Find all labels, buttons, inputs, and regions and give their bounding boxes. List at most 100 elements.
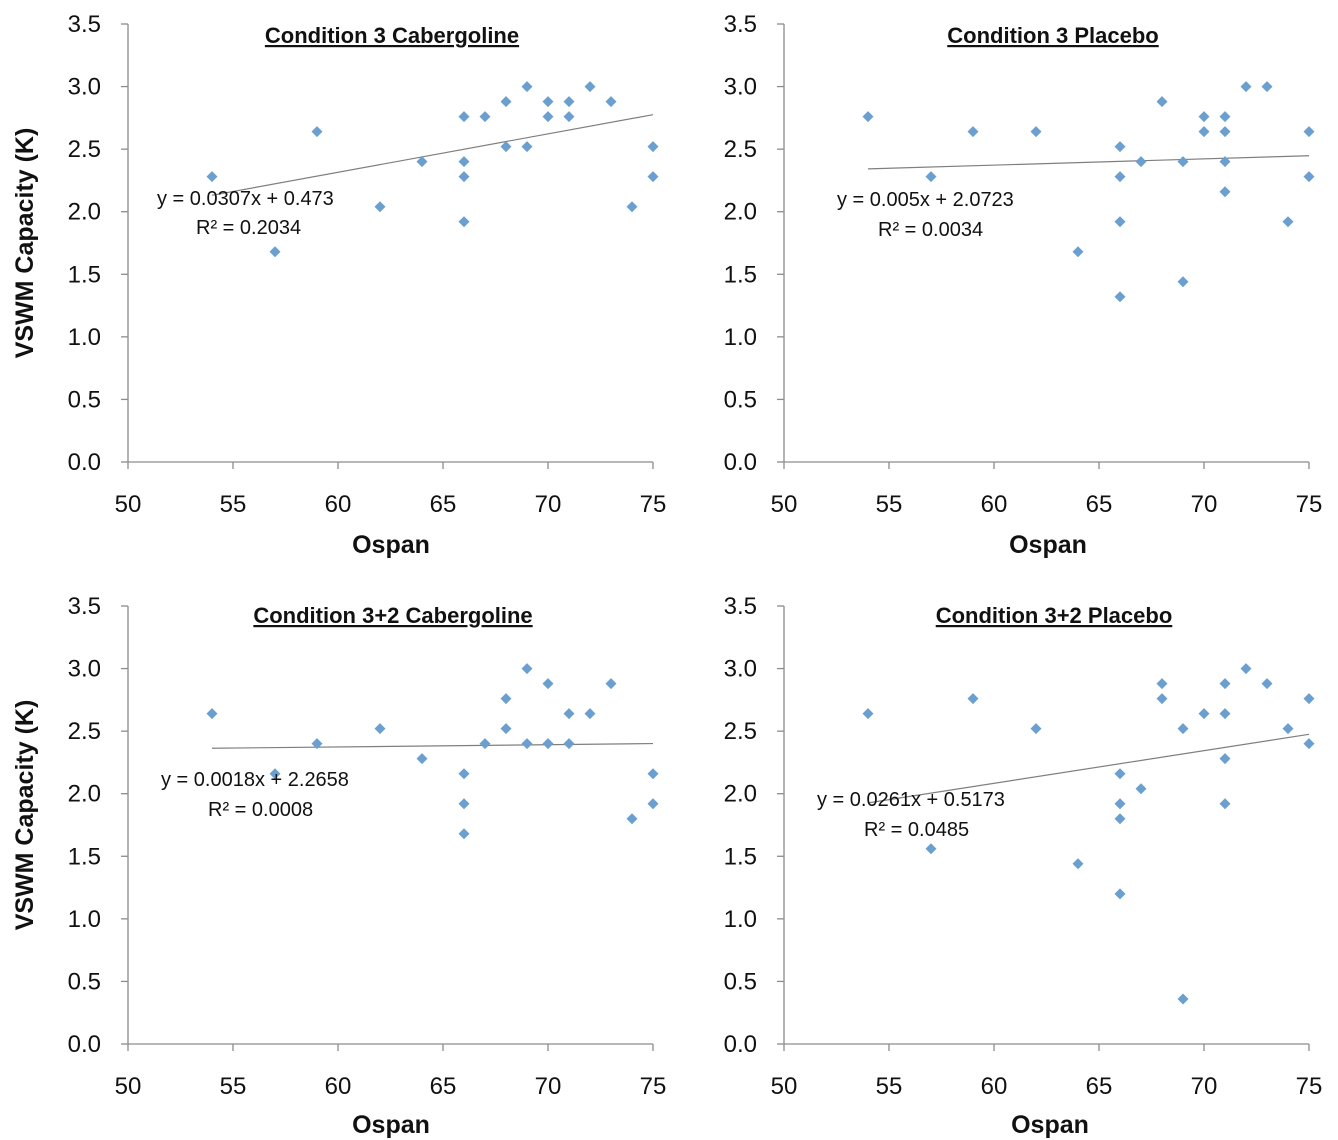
data-point-marker (925, 171, 937, 183)
x-tick-label: 50 (771, 1073, 798, 1100)
trendline-equation: y = 0.0307x + 0.473 (157, 188, 334, 210)
data-point-marker (647, 141, 659, 153)
x-tick-label: 60 (981, 1073, 1008, 1100)
data-point-marker (1261, 81, 1273, 93)
data-point-marker (500, 723, 512, 735)
data-point-marker (1219, 186, 1231, 198)
data-point-marker (479, 111, 491, 123)
y-tick-label: 2.5 (724, 136, 757, 163)
y-tick-labels: 0.0 0.5 1.0 1.5 2.0 2.5 3.0 3.5 (724, 593, 784, 1058)
trendline-equation: y = 0.005x + 2.0723 (837, 189, 1014, 211)
x-tick-labels: 50 55 60 65 70 75 (771, 462, 1323, 518)
data-point-marker (967, 126, 979, 138)
r-squared-label: R² = 0.0008 (208, 799, 313, 821)
data-point-marker (542, 111, 554, 123)
y-tick-label: 0.5 (724, 386, 757, 413)
data-point-marker (1030, 126, 1042, 138)
data-point-marker (1303, 171, 1315, 183)
data-point-marker (479, 738, 491, 750)
data-point-marker (206, 708, 218, 720)
data-point-marker (1114, 291, 1126, 303)
data-point-marker (1177, 993, 1189, 1005)
y-tick-label: 0.5 (68, 386, 101, 413)
y-axis-title-top: VSWM Capacity (K) (11, 128, 39, 359)
panel-title: Condition 3+2 Cabergoline (253, 603, 532, 628)
data-point-marker (605, 678, 617, 690)
y-tick-label: 3.0 (724, 656, 757, 683)
chart-panel-condition-3-placebo: Condition 3 Placebo 0.0 0.5 1.0 1.5 2.0 2.5 3.… (724, 11, 1323, 559)
x-axis-title: Ospan (1009, 531, 1087, 559)
data-point-marker (458, 828, 470, 840)
data-point-marker (1219, 126, 1231, 138)
data-point-marker (967, 693, 979, 705)
x-tick-label: 75 (640, 1073, 667, 1100)
y-tick-label: 1.5 (68, 843, 101, 870)
x-tick-label: 75 (1296, 491, 1323, 518)
trendline-equation: y = 0.0261x + 0.5173 (817, 789, 1005, 811)
data-points (862, 81, 1315, 303)
data-point-marker (458, 171, 470, 183)
data-point-marker (458, 156, 470, 168)
x-tick-label: 60 (981, 491, 1008, 518)
panel-title: Condition 3 Cabergoline (265, 23, 519, 48)
x-tick-label: 70 (1191, 1073, 1218, 1100)
x-tick-label: 75 (1296, 1073, 1323, 1100)
data-point-marker (311, 738, 323, 750)
data-point-marker (269, 246, 281, 258)
data-point-marker (1219, 798, 1231, 810)
x-tick-label: 70 (535, 1073, 562, 1100)
data-point-marker (521, 141, 533, 153)
trendline (211, 742, 654, 749)
data-point-marker (542, 738, 554, 750)
data-point-marker (1156, 693, 1168, 705)
data-point-marker (1219, 753, 1231, 765)
data-point-marker (1198, 111, 1210, 123)
data-point-marker (1114, 216, 1126, 228)
x-tick-label: 60 (325, 491, 352, 518)
data-point-marker (458, 768, 470, 780)
data-point-marker (1114, 171, 1126, 183)
data-point-marker (626, 201, 638, 213)
data-point-marker (1072, 246, 1084, 258)
y-tick-label: 0.5 (68, 968, 101, 995)
data-point-marker (1303, 126, 1315, 138)
y-tick-label: 0.0 (68, 449, 101, 476)
y-tick-label: 0.0 (724, 449, 757, 476)
data-point-marker (862, 708, 874, 720)
data-point-marker (542, 678, 554, 690)
y-tick-label: 2.5 (724, 718, 757, 745)
x-tick-labels: 50 55 60 65 70 75 (115, 462, 666, 518)
y-tick-label: 1.0 (724, 324, 757, 351)
r-squared-label: R² = 0.2034 (196, 217, 301, 239)
x-tick-label: 55 (876, 1073, 903, 1100)
y-tick-label: 1.5 (724, 261, 757, 288)
x-tick-label: 70 (1191, 491, 1218, 518)
data-point-marker (458, 216, 470, 228)
data-point-marker (563, 96, 575, 108)
data-point-marker (458, 111, 470, 123)
y-tick-labels: 0.0 0.5 1.0 1.5 2.0 2.5 3.0 3.5 (68, 593, 128, 1058)
data-points (206, 663, 659, 840)
data-point-marker (647, 768, 659, 780)
data-point-marker (1114, 768, 1126, 780)
x-tick-label: 50 (115, 1073, 142, 1100)
y-tick-label: 1.0 (68, 324, 101, 351)
trendline (867, 155, 1310, 170)
data-point-marker (374, 201, 386, 213)
panel-title: Condition 3+2 Placebo (936, 603, 1173, 628)
y-tick-label: 1.5 (724, 843, 757, 870)
data-point-marker (311, 126, 323, 138)
x-tick-label: 55 (220, 1073, 247, 1100)
data-point-marker (563, 111, 575, 123)
data-point-marker (1219, 111, 1231, 123)
data-point-marker (458, 798, 470, 810)
data-point-marker (1219, 678, 1231, 690)
data-point-marker (500, 141, 512, 153)
y-tick-label: 2.0 (68, 781, 101, 808)
data-point-marker (500, 693, 512, 705)
y-tick-label: 3.5 (68, 593, 101, 620)
y-tick-label: 3.0 (68, 656, 101, 683)
y-tick-label: 2.0 (68, 199, 101, 226)
data-points (206, 81, 659, 258)
